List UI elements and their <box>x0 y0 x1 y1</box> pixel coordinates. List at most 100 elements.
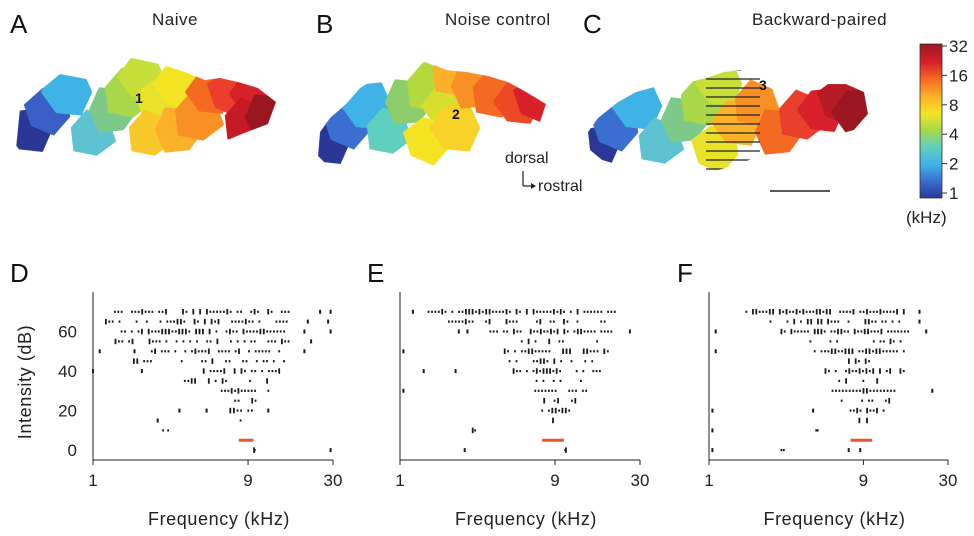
fra-point <box>603 330 606 333</box>
fra-point <box>858 350 861 353</box>
fra-point <box>250 370 253 373</box>
fra-point <box>797 330 799 333</box>
fra-point <box>574 398 577 404</box>
fra-point <box>262 360 265 363</box>
fra-point <box>890 330 893 333</box>
fra-point <box>451 320 454 323</box>
fra-point <box>527 338 530 345</box>
fra-point <box>465 309 467 315</box>
fra-point <box>154 330 157 333</box>
fra-point <box>566 320 569 323</box>
fra-point <box>489 330 492 333</box>
fra-point <box>197 350 200 353</box>
fra-point <box>830 320 833 323</box>
fra-point <box>457 329 460 334</box>
fra-point <box>232 330 235 333</box>
fra-point <box>194 378 196 384</box>
fra-point <box>266 330 269 333</box>
fra-point <box>206 340 209 343</box>
fra-point <box>167 350 170 353</box>
fra-point <box>201 350 203 353</box>
fra-point <box>815 429 818 432</box>
fra-point <box>236 409 239 412</box>
fra-point <box>571 389 574 392</box>
fra-point <box>820 318 823 325</box>
fra-point <box>799 310 801 313</box>
fra-point <box>849 310 852 313</box>
fra-point <box>817 318 819 325</box>
fra-point <box>829 340 832 343</box>
fra-point <box>256 330 258 333</box>
fra-point <box>255 360 258 363</box>
fra-point <box>872 409 875 412</box>
fra-point <box>175 340 178 343</box>
fra-point <box>889 338 892 345</box>
fra-point <box>171 330 174 333</box>
fra-point <box>165 309 167 315</box>
fra-point <box>565 348 568 354</box>
fra-point <box>485 309 488 315</box>
fra-point <box>166 320 169 323</box>
fra-point <box>711 428 714 433</box>
fra-point <box>431 310 433 313</box>
fra-point <box>877 330 879 333</box>
fra-point <box>285 320 288 323</box>
fra-point <box>201 360 203 363</box>
fra-point <box>427 310 430 313</box>
fra-point <box>563 310 565 313</box>
fra-point <box>208 328 211 335</box>
fra-point <box>568 409 571 412</box>
fra-point <box>883 389 885 392</box>
fra-point <box>793 330 796 333</box>
fra-point <box>190 378 193 384</box>
fra-point <box>188 330 191 333</box>
fra-point <box>158 340 161 343</box>
fra-point <box>516 370 518 373</box>
fra-point <box>575 389 577 392</box>
fra-point <box>468 320 471 323</box>
fra-point <box>505 318 508 325</box>
fra-point <box>853 409 855 412</box>
fra-point <box>580 379 582 382</box>
map-panel-c: C Backward-paired 3 <box>583 9 887 173</box>
fra-point <box>545 368 548 374</box>
fra-point <box>805 310 808 313</box>
fra-point <box>451 310 454 313</box>
fra-point <box>896 350 898 353</box>
fra-point <box>862 370 864 373</box>
colorbar-tick-label: 32 <box>949 37 968 56</box>
colorbar-gradient <box>919 43 943 199</box>
fra-point <box>155 340 158 343</box>
fra-point <box>254 350 257 353</box>
panel-label-c: C <box>583 9 602 39</box>
fra-point <box>464 318 467 325</box>
fra-point <box>880 328 883 335</box>
fra-point <box>587 330 589 333</box>
fra-point <box>848 348 850 354</box>
fra-point <box>164 328 167 335</box>
fra-point <box>562 340 564 343</box>
fra-point <box>861 399 863 402</box>
fra-point <box>582 370 585 373</box>
fra-point <box>280 310 283 313</box>
fra-point <box>279 330 282 333</box>
fra-point <box>478 309 481 315</box>
fra-point <box>714 349 717 354</box>
fra-point <box>570 360 573 363</box>
fra-point <box>902 309 905 315</box>
fra-point <box>872 310 875 313</box>
fra-point <box>180 318 182 325</box>
fra-point <box>248 350 250 353</box>
fra-point <box>496 330 498 333</box>
fra-point <box>506 330 509 333</box>
fra-point <box>800 320 802 323</box>
fra-point <box>251 398 254 404</box>
fra-point <box>135 320 138 323</box>
fra-point <box>886 310 888 313</box>
fra-point <box>600 320 603 323</box>
fra-point <box>189 340 192 343</box>
fra-point <box>329 329 332 334</box>
fra-point <box>828 370 830 373</box>
fra-point <box>161 310 164 313</box>
fra-point <box>815 309 818 315</box>
